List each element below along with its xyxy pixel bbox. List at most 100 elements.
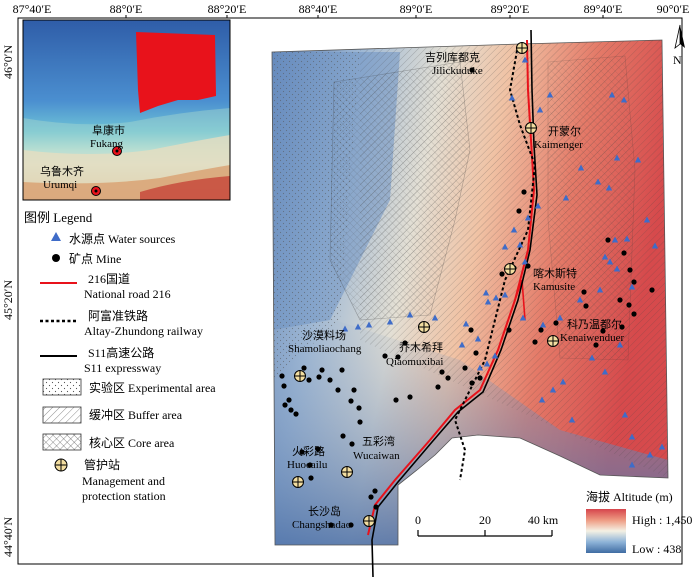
legend-item-label: 核心区 Core area <box>89 436 175 450</box>
water-source-marker <box>616 341 624 348</box>
water-source-marker <box>521 258 529 265</box>
mine-marker <box>339 367 345 373</box>
water-source-marker <box>476 364 484 371</box>
legend-item-label: S11高速公路 <box>88 345 154 360</box>
city-label-cn: 阜康市 <box>92 123 125 137</box>
mine-marker <box>373 504 379 510</box>
water-source-marker <box>634 156 642 163</box>
city-label-en: Urumqi <box>43 179 77 191</box>
core-zone-west <box>329 61 471 321</box>
s11-expressway <box>371 29 538 577</box>
water-source-marker <box>651 242 659 249</box>
city-label-en: Fukang <box>90 138 124 150</box>
mine-marker <box>621 250 627 256</box>
longitude-label: 88°0′E <box>110 2 143 16</box>
stations <box>292 42 559 527</box>
legend-item-label: 矿点 Mine <box>69 252 121 266</box>
altay-zhundong-railway <box>453 44 537 481</box>
national-road-216 <box>367 39 536 536</box>
water-source-marker <box>501 243 509 250</box>
mine-marker <box>469 67 475 73</box>
mine-marker <box>435 384 441 390</box>
scale-bar: 0 20 40 km <box>415 513 559 537</box>
mine-marker <box>473 350 479 356</box>
water-source-marker <box>406 311 414 318</box>
mine-marker <box>617 297 623 303</box>
mine-marker <box>382 353 388 359</box>
roads <box>367 29 538 577</box>
mine-marker <box>351 387 357 393</box>
mine-marker <box>286 397 292 403</box>
water-source-marker <box>482 289 490 296</box>
city-urumqi <box>91 186 101 196</box>
water-source-marker <box>483 360 491 367</box>
mine-marker <box>468 327 474 333</box>
longitude-label: 88°20′E <box>208 2 247 16</box>
mine-marker <box>619 324 625 330</box>
station-label-en: Kamusite <box>533 281 575 293</box>
station-symbol <box>54 458 68 472</box>
mine-marker <box>631 279 637 285</box>
legend-item-label: 缓冲区 Buffer area <box>89 407 183 422</box>
core-zone-east <box>547 55 636 361</box>
station-marker <box>294 370 306 382</box>
water-source-marker <box>568 416 576 423</box>
water-source-marker <box>601 253 609 260</box>
altitude-low: Low : 438 <box>632 542 681 556</box>
water-source-marker <box>386 318 394 325</box>
water-source-marker <box>576 296 584 303</box>
mine-marker <box>315 446 321 452</box>
station-label-cn: 火彩路 <box>292 445 325 458</box>
legend-item-label: S11 expressway <box>84 361 161 375</box>
water-source-marker <box>611 236 619 243</box>
station-label-en: Wucaiwan <box>353 450 400 462</box>
water-source-marker <box>605 184 613 191</box>
mine-marker <box>279 373 285 379</box>
station-label-en: Huocailu <box>287 459 328 471</box>
mine-marker <box>372 488 378 494</box>
station-label-en: Qiaomuxibai <box>386 356 443 368</box>
station-label-en: Kenaiwenduer <box>560 332 624 344</box>
water-source-marker <box>510 226 518 233</box>
water-source-marker <box>508 94 516 101</box>
mine-marker <box>349 441 355 447</box>
station-label-cn: 乔木希拜 <box>399 340 443 354</box>
water-source-marker <box>354 323 362 330</box>
scale-tick-label: 40 km <box>528 513 559 527</box>
mine-marker <box>319 367 325 373</box>
water-source-marker <box>601 368 609 375</box>
station-marker <box>525 122 537 134</box>
altitude-legend: 海拔 Altitude (m) High : 1,450 Low : 438 <box>586 489 692 556</box>
water-source-marker <box>608 91 616 98</box>
mines <box>279 67 655 528</box>
mine-marker <box>316 374 322 380</box>
mine-marker <box>626 302 632 308</box>
station-label-cn: 五彩湾 <box>362 434 395 448</box>
water-source-marker <box>538 396 546 403</box>
water-source-marker <box>492 294 500 301</box>
station-marker <box>516 42 528 54</box>
water-source-marker <box>546 91 554 98</box>
legend: 图例 Legend 水源点 Water sources 矿点 Mine 216国… <box>24 210 216 503</box>
buffer-area-symbol <box>42 406 82 424</box>
water-source-marker <box>536 106 544 113</box>
mine-marker <box>439 369 445 375</box>
altitude-high: High : 1,450 <box>632 513 692 527</box>
city-fukang <box>112 146 122 156</box>
water-source-marker <box>559 378 567 385</box>
mine-marker <box>348 398 354 404</box>
legend-item-label: 管护站 <box>84 457 120 472</box>
experimental-area-symbol <box>42 378 82 396</box>
mine-marker <box>335 387 341 393</box>
mine-marker <box>407 394 413 400</box>
mine-marker <box>521 189 527 195</box>
longitude-labels: 87°40′E 88°0′E 88°20′E 88°40′E 89°0′E 89… <box>13 2 690 16</box>
water-source-marker <box>628 433 636 440</box>
water-source-marker <box>341 325 349 332</box>
scale-tick-label: 20 <box>479 513 491 527</box>
legend-item-label: Altay-Zhundong railway <box>84 324 203 338</box>
longitude-label: 88°40′E <box>299 2 338 16</box>
latitude-labels: 46°0′N 45°20′N 44°40′N <box>1 45 15 557</box>
water-source-symbol <box>51 232 61 241</box>
